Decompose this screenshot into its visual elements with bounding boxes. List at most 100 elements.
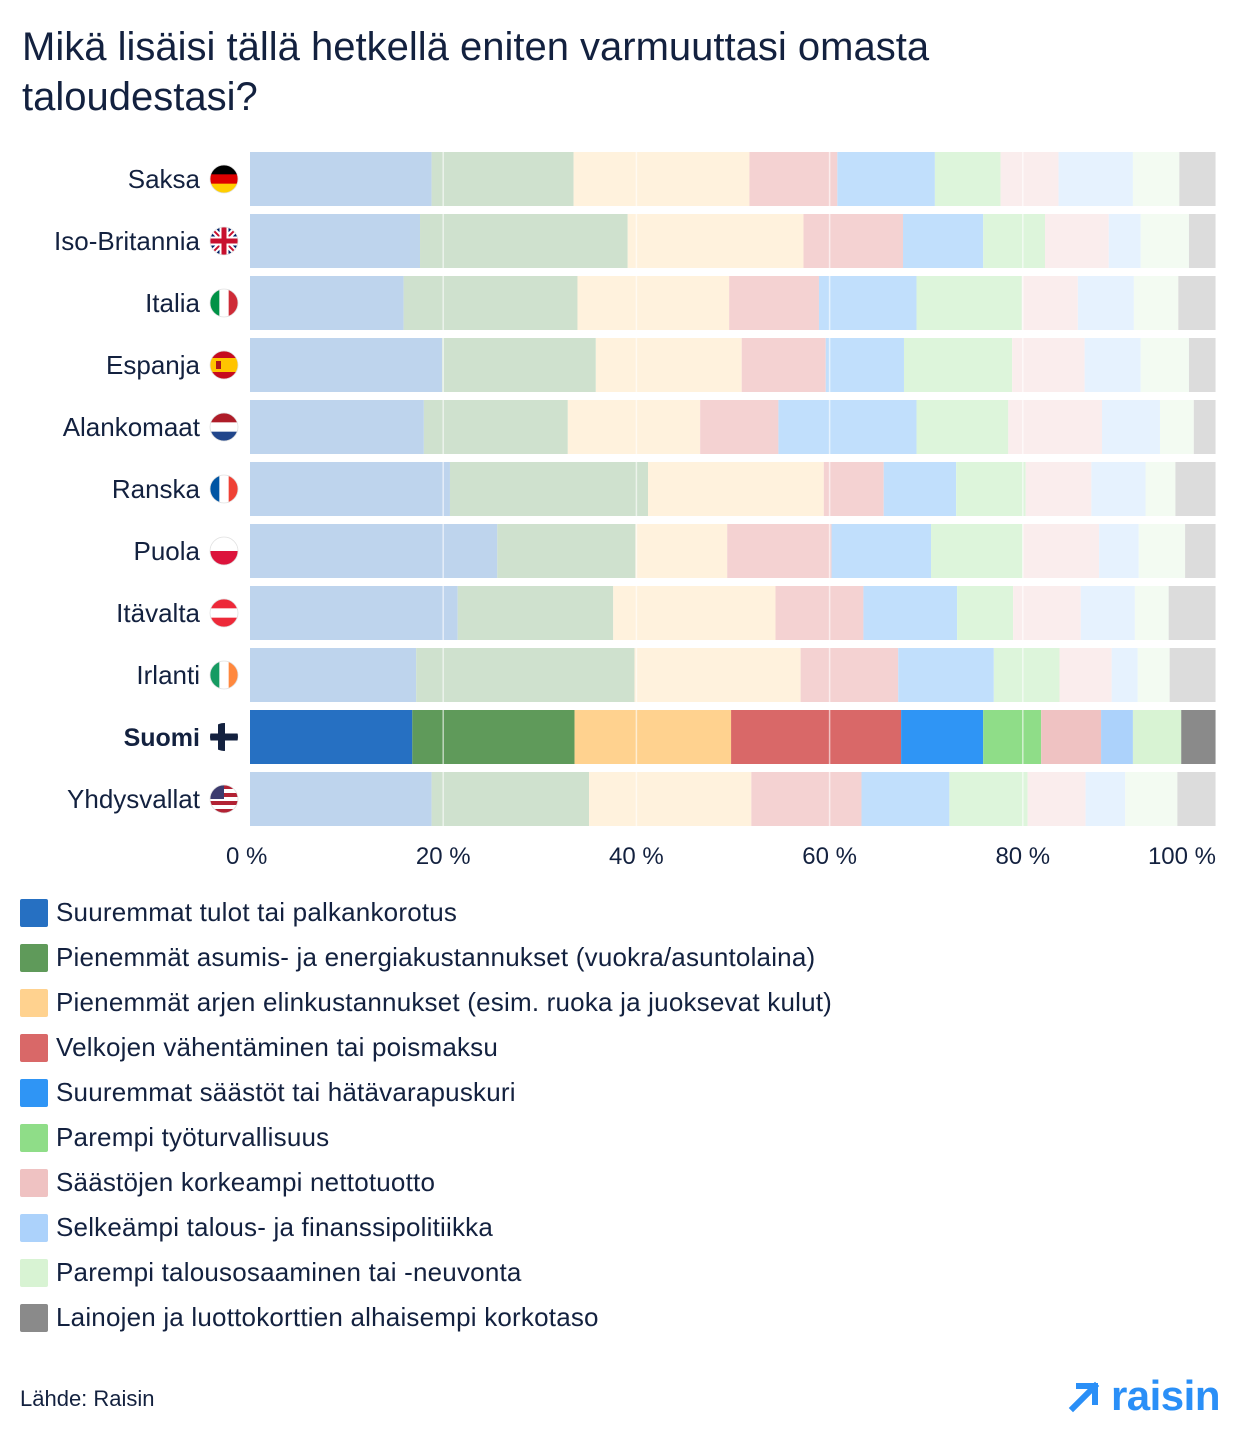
bar-segment: [1008, 400, 1103, 454]
bar-segment: [250, 462, 450, 516]
bar-segment: [1013, 586, 1081, 640]
bar-segment: [1101, 710, 1133, 764]
bar-segment: [250, 710, 413, 764]
bar-row-puola: [250, 524, 1216, 578]
bar-segment: [1111, 648, 1138, 702]
at-flag-icon: [209, 598, 239, 628]
legend-item: Lainojen ja luottokorttien alhaisempi ko…: [20, 1295, 832, 1340]
bar-segment: [731, 710, 902, 764]
bar-row-espanja: [250, 338, 1216, 392]
bar-segment: [751, 772, 862, 826]
de-flag-icon: [209, 164, 239, 194]
bar-row-saksa: [250, 152, 1216, 206]
bar-segment: [800, 648, 899, 702]
bar-segment: [1102, 400, 1160, 454]
x-tick-label: 60 %: [802, 843, 857, 870]
bar-segment: [416, 648, 635, 702]
bar-segment: [1000, 152, 1059, 206]
legend-swatch: [20, 1123, 48, 1152]
source-note: Lähde: Raisin: [20, 1386, 155, 1411]
category-label: Alankomaat: [63, 412, 201, 442]
legend-item: Suuremmat tulot tai palkankorotus: [20, 890, 832, 935]
category-label: Saksa: [128, 164, 201, 194]
bar-row-irlanti: [250, 648, 1216, 702]
legend-label: Velkojen vähentäminen tai poismaksu: [56, 1032, 499, 1062]
chart-legend: Suuremmat tulot tai palkankorotus Pienemm…: [20, 890, 832, 1340]
bar-segment: [423, 400, 568, 454]
bar-segment: [250, 400, 424, 454]
bar-segment: [1027, 772, 1086, 826]
bar-segment: [442, 338, 596, 392]
bar-segment: [1099, 524, 1139, 578]
bar-row-iso-britannia: [250, 214, 1216, 268]
bar-segment: [577, 276, 730, 330]
bar-segment: [420, 214, 628, 268]
bar-segment: [825, 338, 904, 392]
bar-segment: [1169, 648, 1216, 702]
legend-swatch: [20, 1258, 48, 1287]
bar-segment: [457, 586, 614, 640]
bar-segment: [903, 214, 984, 268]
legend-label: Pienemmät arjen elinkustannukset (esim. …: [56, 987, 833, 1017]
bar-segment: [1085, 772, 1126, 826]
bar-segment: [573, 152, 750, 206]
legend-item: Pienemmät arjen elinkustannukset (esim. …: [20, 980, 832, 1025]
bar-segment: [803, 214, 904, 268]
bar-segment: [431, 772, 590, 826]
chart-plot: Saksa Iso-Britannia Italia Espanja Alankomaa…: [54, 152, 1217, 870]
bar-segment: [1137, 648, 1170, 702]
bar-segment: [250, 152, 432, 206]
bar-segment: [627, 214, 804, 268]
chart-title: Mikä lisäisi tällä hetkellä eniten varmu…: [22, 25, 930, 119]
bar-segment: [567, 400, 701, 454]
bar-segment: [729, 276, 819, 330]
bar-segment: [1181, 710, 1216, 764]
bar-segment: [250, 524, 498, 578]
bar-segment: [1132, 152, 1180, 206]
bar-segment: [1140, 214, 1189, 268]
bar-segment: [574, 710, 732, 764]
bar-segment: [1084, 338, 1141, 392]
bar-segment: [983, 710, 1042, 764]
bar-segment: [250, 772, 432, 826]
legend-label: Pienemmät asumis- ja energiakustannukset…: [56, 942, 816, 972]
bar-segment: [250, 214, 421, 268]
legend-swatch: [20, 943, 48, 972]
bar-row-italia: [250, 276, 1216, 330]
category-label: Irlanti: [136, 660, 200, 690]
bar-segment: [497, 524, 636, 578]
bar-segment: [700, 400, 779, 454]
bar-segment: [1025, 462, 1092, 516]
bar-segment: [1188, 214, 1216, 268]
bar-segment: [1193, 400, 1216, 454]
bar-segment: [1091, 462, 1146, 516]
bar-segment: [903, 338, 1013, 392]
bar-segment: [916, 276, 1022, 330]
bar-segment: [934, 152, 1001, 206]
it-flag-icon: [209, 288, 239, 318]
bar-segment: [1177, 772, 1216, 826]
bar-segment: [1132, 710, 1182, 764]
bar-segment: [775, 586, 864, 640]
category-label: Espanja: [106, 350, 200, 380]
bar-segment: [589, 772, 752, 826]
bar-segment: [1138, 524, 1186, 578]
gb-flag-icon: [209, 226, 239, 256]
bar-segment: [250, 586, 458, 640]
bar-segment: [1022, 524, 1100, 578]
x-tick-label: 0 %: [226, 843, 267, 870]
legend-swatch: [20, 988, 48, 1017]
bar-segment: [595, 338, 742, 392]
legend-label: Suuremmat tulot tai palkankorotus: [56, 897, 458, 927]
legend-item: Suuremmat säästöt tai hätävarapuskuri: [20, 1070, 832, 1115]
x-tick-label: 40 %: [609, 843, 664, 870]
bar-segment: [741, 338, 826, 392]
bar-segment: [1108, 214, 1141, 268]
bar-segment: [1134, 586, 1169, 640]
bar-row-itävalta: [250, 586, 1216, 640]
us-flag-icon: [209, 784, 239, 814]
ie-flag-icon: [209, 660, 239, 690]
legend-swatch: [20, 1303, 48, 1332]
bar-segment: [250, 338, 443, 392]
legend-item: Parempi talousosaaminen tai -neuvonta: [20, 1250, 832, 1295]
